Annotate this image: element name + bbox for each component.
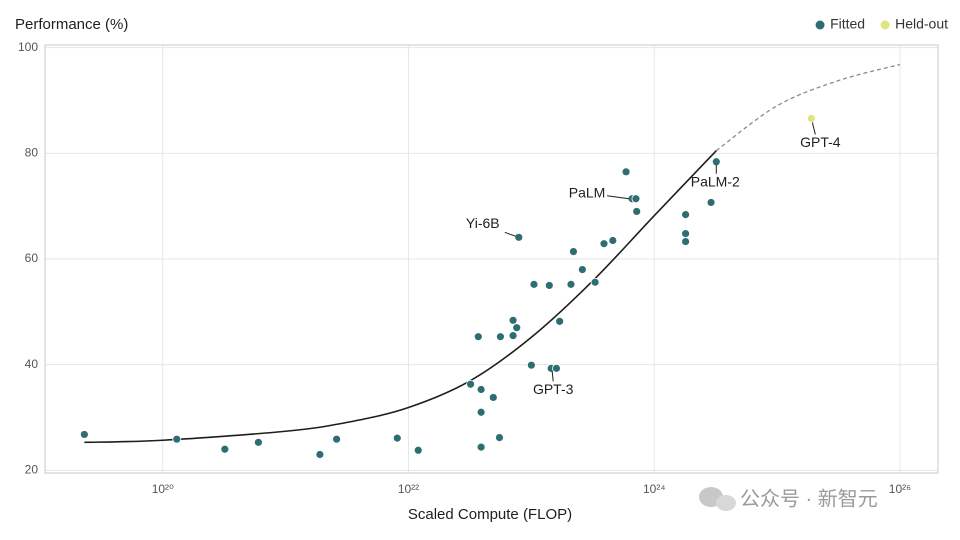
- x-tick-label: 10²⁶: [889, 482, 911, 496]
- data-point: [529, 279, 539, 289]
- data-point: [552, 363, 561, 373]
- x-tick-label: 10²⁴: [643, 482, 666, 496]
- data-point: [526, 360, 536, 370]
- fit-curve: [715, 63, 901, 152]
- data-point: [706, 198, 716, 207]
- point-label: GPT-4: [800, 134, 841, 150]
- fit-curve: [84, 150, 717, 444]
- x-tick-label: 10²²: [398, 482, 419, 496]
- data-point: [577, 265, 587, 274]
- data-point: [806, 114, 816, 123]
- data-point: [476, 407, 486, 417]
- point-label: Yi-6B: [466, 215, 500, 231]
- data-point: [220, 444, 230, 454]
- point-label: PaLM-2: [691, 173, 740, 189]
- data-point: [315, 450, 325, 459]
- y-tick-label: 40: [25, 357, 39, 371]
- legend-label: Fitted: [830, 16, 865, 32]
- watermark: 公众号 · 新智元: [740, 487, 878, 510]
- data-point: [476, 442, 486, 452]
- y-axis-title: Performance (%): [15, 16, 128, 33]
- y-tick-label: 20: [25, 463, 39, 477]
- data-point: [555, 316, 565, 326]
- data-point: [512, 323, 522, 333]
- data-point: [332, 434, 342, 444]
- data-point: [599, 239, 609, 249]
- data-point: [392, 433, 402, 443]
- y-tick-label: 100: [18, 40, 38, 54]
- x-axis-title: Scaled Compute (FLOP): [408, 506, 572, 523]
- legend-marker: [815, 20, 825, 30]
- data-point: [544, 281, 554, 290]
- legend-label: Held-out: [895, 16, 948, 32]
- data-point: [253, 437, 263, 447]
- data-point: [466, 379, 475, 389]
- legend-marker: [880, 20, 890, 30]
- data-point: [496, 332, 505, 342]
- data-point: [569, 247, 578, 257]
- data-point: [476, 385, 486, 394]
- watermark-icon: [699, 487, 736, 511]
- data-point: [631, 194, 641, 204]
- data-point: [495, 433, 504, 442]
- data-point: [632, 207, 642, 216]
- data-point: [514, 232, 524, 242]
- label-leader: [504, 231, 516, 237]
- data-point: [621, 167, 631, 177]
- data-point: [488, 393, 498, 402]
- data-point: [508, 331, 518, 341]
- data-point: [681, 229, 690, 239]
- data-point: [508, 315, 518, 325]
- y-tick-label: 80: [25, 145, 39, 159]
- data-point: [172, 434, 182, 444]
- data-point: [79, 430, 89, 439]
- label-leader: [811, 122, 816, 135]
- point-label: GPT-3: [533, 381, 574, 397]
- data-point: [590, 277, 600, 287]
- data-point: [681, 237, 690, 246]
- x-tick-label: 10²⁰: [152, 482, 174, 496]
- data-point: [566, 279, 576, 289]
- data-point: [413, 445, 423, 455]
- data-point: [681, 210, 690, 220]
- point-label: PaLM: [569, 184, 606, 200]
- label-leader: [551, 371, 554, 382]
- y-tick-label: 60: [25, 251, 39, 265]
- label-leader: [606, 195, 630, 200]
- data-point: [608, 236, 618, 245]
- data-point: [473, 332, 483, 342]
- plot-frame: [44, 44, 939, 474]
- data-point: [711, 157, 721, 167]
